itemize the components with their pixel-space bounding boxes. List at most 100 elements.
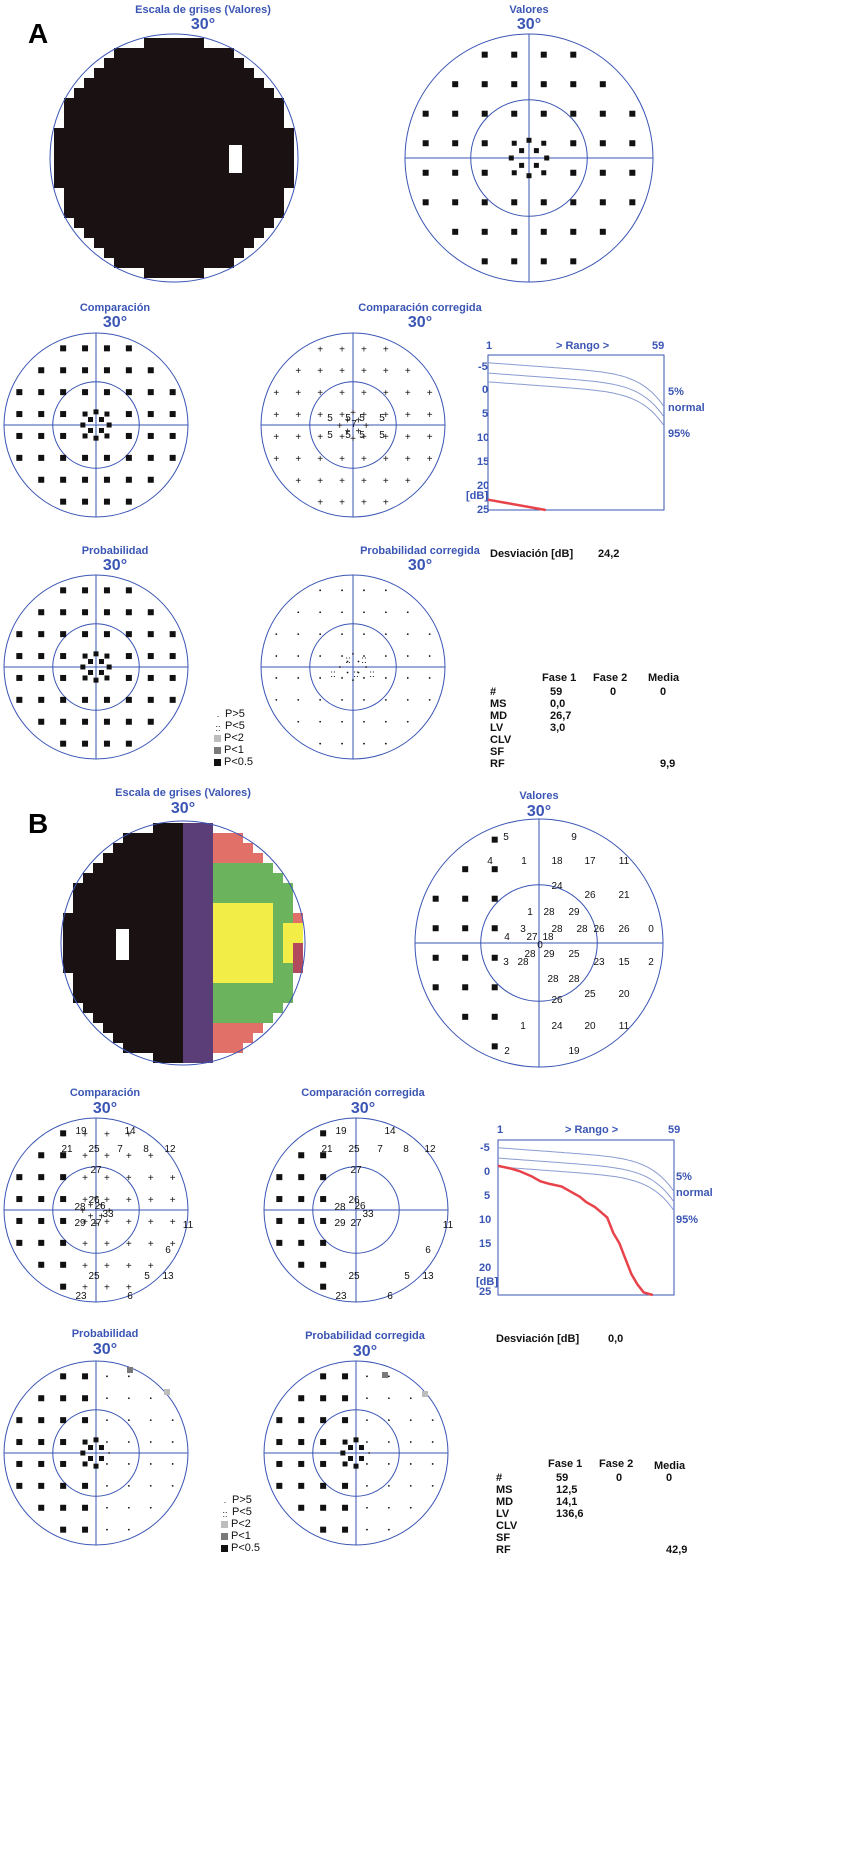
probability-corrected-a-dot-28: [341, 720, 343, 723]
probability-b-dots-dot-59: [108, 1452, 111, 1454]
grayscale-cell-b: [143, 843, 153, 853]
comparison-b-crosses-cross-3: +: [126, 1129, 132, 1140]
grayscale-cell-a: [154, 88, 164, 98]
values-a-point-17: [629, 140, 636, 147]
grayscale-cell-b: [133, 913, 143, 923]
values-a-point-50: [540, 199, 547, 206]
comparison-corrected-b-point-10: [276, 1174, 283, 1181]
grayscale-cell-b: [253, 983, 263, 993]
comparison-b-crosses-cross-6: +: [82, 1151, 88, 1162]
probability-corrected-b-dots-dot-47: [387, 1463, 390, 1465]
grayscale-cell-a: [104, 68, 114, 78]
probability-corrected-b-dots-dot-59: [368, 1452, 371, 1454]
grayscale-cell-a: [174, 158, 184, 168]
comparison-corrected-a-cross-11: +: [295, 388, 301, 399]
comparison-corrected-number-b-8: 26: [348, 1195, 360, 1206]
probability-corrected-a-dot-44: [319, 677, 322, 679]
values-a-point-38: [540, 110, 547, 117]
grayscale-cell-b: [113, 983, 123, 993]
values-number-b-10: 1: [527, 907, 533, 918]
grayscale-cell-a: [244, 108, 254, 118]
grayscale-cell-a: [154, 48, 164, 58]
grayscale-cell-b: [173, 1043, 183, 1053]
curve-ytick-a-3: 10: [477, 432, 490, 444]
grayscale-cell-a: [104, 158, 114, 168]
probability-title-a: Probabilidad: [81, 545, 149, 557]
grayscale-cell-a: [174, 198, 184, 208]
grayscale-cell-a: [274, 188, 284, 198]
grayscale-cell-b: [203, 923, 213, 933]
grayscale-cell-a: [114, 108, 124, 118]
grayscale-cell-b: [273, 923, 283, 933]
probability-corrected-a-dot-12: [406, 633, 409, 636]
grayscale-cell-a: [164, 48, 174, 58]
grayscale-cell-a: [124, 98, 134, 108]
grayscale-cell-b: [133, 953, 143, 963]
grayscale-cell-a: [184, 68, 194, 78]
grayscale-cell-a: [254, 218, 264, 228]
grayscale-cell-a: [64, 118, 74, 128]
grayscale-cell-b: [73, 893, 83, 903]
grayscale-cell-a: [164, 158, 174, 168]
grayscale-cell-b: [193, 823, 203, 833]
comparison-b-crosses-cross-15: +: [38, 1195, 44, 1206]
grayscale-cell-a: [194, 268, 204, 278]
grayscale-cell-a: [94, 118, 104, 128]
grayscale-cell-a: [74, 188, 84, 198]
grayscale-cell-b: [173, 933, 183, 943]
grayscale-cell-a: [174, 108, 184, 118]
values-number-b-27: 23: [593, 957, 605, 968]
grayscale-cell-b: [213, 903, 223, 913]
probability-corrected-b-dots-dot-43: [387, 1441, 390, 1443]
probability-a-point-0: [60, 587, 67, 594]
comparison-degree-b: 30°: [92, 1100, 118, 1117]
probability-a-point-2: [103, 587, 110, 594]
grayscale-cell-a: [214, 58, 224, 68]
stats-label: MD: [490, 710, 508, 722]
grayscale-cell-a: [164, 168, 174, 178]
grayscale-cell-b: [233, 983, 243, 993]
grayscale-cell-b: [163, 923, 173, 933]
values-number-b-21: 18: [542, 932, 554, 943]
grayscale-cell-b: [223, 883, 233, 893]
grayscale-cell-b: [223, 923, 233, 933]
grayscale-cell-a: [224, 138, 234, 148]
band-label-5-a: 5%: [668, 386, 684, 398]
comparison-corrected-a-cross-4: +: [295, 366, 301, 377]
grayscale-cell-b: [173, 1003, 183, 1013]
values-number-b-6: 11: [619, 856, 630, 867]
grayscale-cell-b: [213, 973, 223, 983]
grayscale-cell-b: [253, 1013, 263, 1023]
grayscale-cell-a: [84, 178, 94, 188]
grayscale-cell-b: [173, 923, 183, 933]
grayscale-cell-a: [134, 158, 144, 168]
curve-a-patient-curve: [487, 498, 546, 512]
grayscale-cell-a: [244, 78, 254, 88]
curve-b-band-5: [497, 1147, 675, 1192]
probability-b-dots-dot-23: [40, 1484, 43, 1487]
grayscale-cell-b: [213, 993, 223, 1003]
grayscale-cell-b: [153, 973, 163, 983]
grayscale-cell-a: [244, 148, 254, 158]
probability-b-dots-dot-48: [62, 1484, 65, 1487]
probability-b-dots-dot-12: [149, 1419, 152, 1422]
grayscale-cell-a: [234, 238, 244, 248]
probability-corrected-a-dot-36: [319, 633, 322, 636]
values-a-point-42: [541, 140, 547, 146]
comparison-corrected-number-b-17: 5: [404, 1271, 410, 1282]
grayscale-cell-a: [134, 238, 144, 248]
values-a-point-27: [481, 228, 488, 235]
grayscale-cell-a: [154, 168, 164, 178]
grayscale-cell-a: [194, 38, 204, 48]
grayscale-cell-b: [223, 913, 233, 923]
grayscale-cell-b: [183, 893, 193, 903]
comparison-b-crosses-cross-18: +: [16, 1217, 22, 1228]
comparison-a-point-39: [125, 389, 132, 396]
grayscale-cell-a: [274, 98, 284, 108]
grayscale-cell-a: [204, 198, 214, 208]
grayscale-cell-b: [283, 933, 293, 943]
grayscale-cell-b: [203, 863, 213, 873]
grayscale-cell-b: [163, 863, 173, 873]
probability-corrected-a-dot-29: [363, 720, 365, 723]
values-number-b-33: 26: [551, 995, 563, 1006]
